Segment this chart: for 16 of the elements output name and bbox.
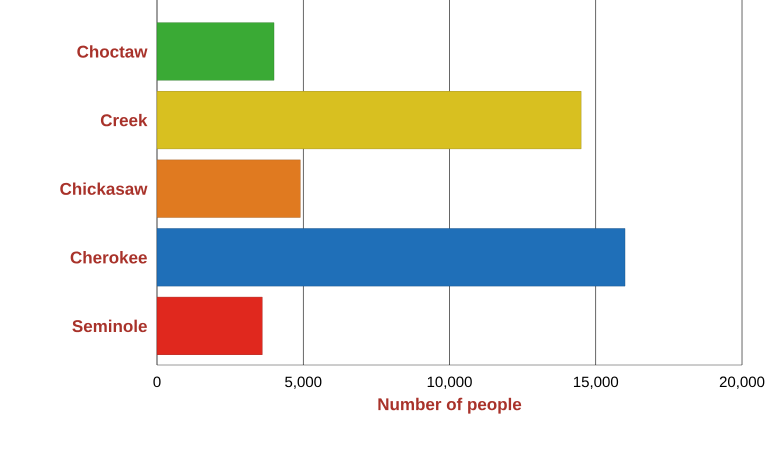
- y-tick-label: Seminole: [72, 320, 147, 332]
- bar: [156, 91, 582, 150]
- x-tick-label: 20,000: [720, 376, 764, 389]
- bar: [156, 228, 626, 286]
- y-tick-label: Cherokee: [70, 251, 147, 264]
- y-tick-label: Creek: [100, 114, 148, 126]
- bar: [156, 296, 262, 355]
- bar: [156, 160, 301, 218]
- x-tick-label: 15,000: [574, 376, 618, 389]
- y-tick-label: Chickasaw: [60, 182, 148, 195]
- x-tick-label: 0: [153, 376, 161, 388]
- x-axis-title: Number of people: [378, 398, 522, 414]
- y-tick-label: Choctaw: [77, 45, 148, 58]
- x-tick-label: 5,000: [285, 376, 322, 389]
- bar: [156, 22, 274, 80]
- x-tick-label: 10,000: [428, 376, 472, 389]
